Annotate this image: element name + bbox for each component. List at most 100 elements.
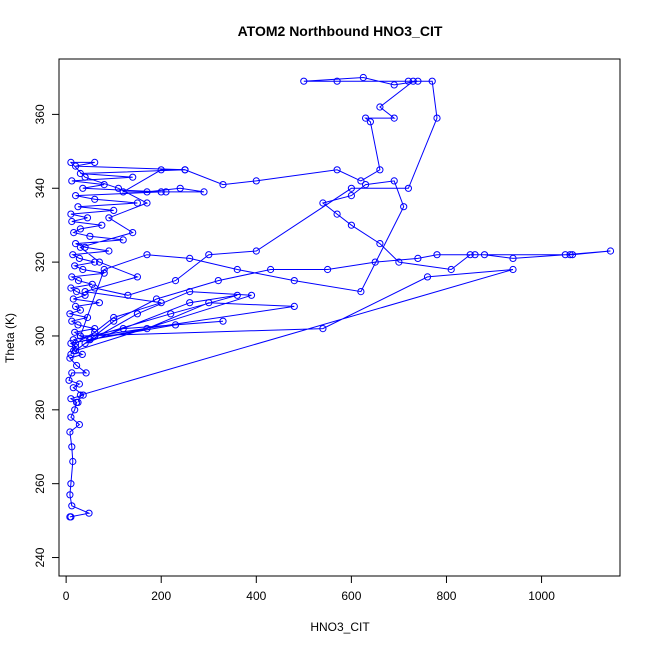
data-point bbox=[79, 184, 87, 192]
data-point bbox=[376, 166, 384, 174]
data-point bbox=[143, 199, 151, 207]
data-point bbox=[181, 166, 189, 174]
data-point bbox=[433, 114, 441, 122]
x-tick-label: 200 bbox=[151, 589, 171, 603]
data-point bbox=[91, 332, 99, 340]
data-point bbox=[423, 273, 432, 281]
x-tick-label: 600 bbox=[341, 589, 361, 603]
data-point bbox=[124, 291, 132, 299]
x-tick-label: 1000 bbox=[528, 589, 555, 603]
data-point bbox=[252, 247, 260, 255]
data-point bbox=[447, 265, 455, 274]
data-point bbox=[347, 221, 355, 229]
data-point bbox=[76, 391, 85, 399]
data-point bbox=[67, 350, 75, 358]
data-point bbox=[233, 291, 241, 299]
data-point bbox=[133, 310, 141, 318]
data-point bbox=[152, 295, 161, 303]
data-point bbox=[561, 251, 569, 259]
data-point bbox=[409, 77, 417, 85]
data-point bbox=[86, 232, 94, 240]
data-point bbox=[347, 192, 355, 200]
data-point bbox=[200, 188, 208, 196]
data-point bbox=[300, 77, 308, 85]
data-point bbox=[110, 313, 118, 322]
y-tick-label: 360 bbox=[33, 104, 47, 124]
data-point bbox=[72, 347, 80, 355]
data-point bbox=[390, 81, 398, 89]
data-point bbox=[324, 265, 332, 274]
series-2 bbox=[69, 177, 615, 406]
data-point bbox=[73, 288, 81, 296]
data-point bbox=[91, 195, 99, 203]
data-point bbox=[129, 173, 137, 181]
data-point bbox=[290, 302, 298, 310]
data-point bbox=[69, 251, 77, 259]
data-point bbox=[68, 273, 76, 281]
data-point bbox=[333, 166, 341, 174]
data-point bbox=[65, 376, 73, 384]
y-axis-label: Theta (K) bbox=[3, 313, 17, 363]
data-point bbox=[98, 221, 106, 229]
data-point bbox=[67, 480, 75, 488]
series-line bbox=[68, 161, 186, 518]
y-tick-label: 340 bbox=[33, 178, 47, 198]
series-3 bbox=[91, 73, 441, 299]
data-point bbox=[74, 203, 82, 211]
data-point bbox=[68, 177, 76, 185]
data-point bbox=[95, 258, 104, 266]
data-point bbox=[67, 210, 75, 218]
data-point bbox=[67, 413, 75, 421]
data-point bbox=[252, 177, 260, 185]
data-point bbox=[72, 339, 80, 347]
y-tick-label: 320 bbox=[33, 252, 47, 272]
data-point bbox=[68, 502, 76, 510]
data-point bbox=[91, 258, 99, 266]
data-point bbox=[74, 277, 83, 285]
data-point bbox=[428, 77, 436, 85]
data-point bbox=[76, 225, 85, 233]
data-point bbox=[67, 339, 75, 347]
data-point bbox=[404, 77, 412, 85]
data-point bbox=[214, 277, 222, 285]
data-point bbox=[82, 369, 90, 377]
data-point bbox=[66, 310, 74, 318]
data-point bbox=[66, 428, 74, 436]
data-point bbox=[70, 229, 78, 237]
data-point bbox=[71, 328, 79, 336]
data-point bbox=[81, 291, 89, 299]
data-point bbox=[86, 336, 94, 344]
series-1 bbox=[65, 158, 189, 521]
data-point bbox=[95, 299, 104, 307]
data-point bbox=[119, 325, 127, 333]
data-point bbox=[176, 184, 184, 192]
y-tick-label: 260 bbox=[33, 473, 47, 493]
data-point bbox=[395, 258, 403, 266]
data-point bbox=[91, 284, 99, 292]
data-point bbox=[81, 339, 89, 347]
data-point bbox=[480, 251, 489, 259]
data-point bbox=[133, 273, 141, 281]
data-point bbox=[509, 254, 517, 262]
data-point bbox=[129, 229, 137, 237]
data-point bbox=[290, 277, 298, 285]
data-point bbox=[119, 236, 127, 244]
data-point bbox=[69, 384, 77, 392]
data-point bbox=[606, 247, 615, 255]
data-point bbox=[205, 251, 213, 259]
data-point bbox=[219, 181, 227, 189]
data-point bbox=[319, 199, 327, 207]
series-line bbox=[73, 180, 611, 403]
data-point bbox=[133, 199, 141, 207]
data-point bbox=[466, 251, 474, 259]
data-point bbox=[76, 169, 85, 178]
data-point bbox=[319, 325, 327, 333]
data-point bbox=[69, 336, 77, 344]
data-point bbox=[333, 210, 341, 218]
data-point bbox=[66, 513, 74, 521]
data-point bbox=[69, 457, 77, 466]
data-point bbox=[143, 188, 151, 196]
data-point bbox=[376, 103, 384, 111]
data-point bbox=[91, 158, 99, 166]
